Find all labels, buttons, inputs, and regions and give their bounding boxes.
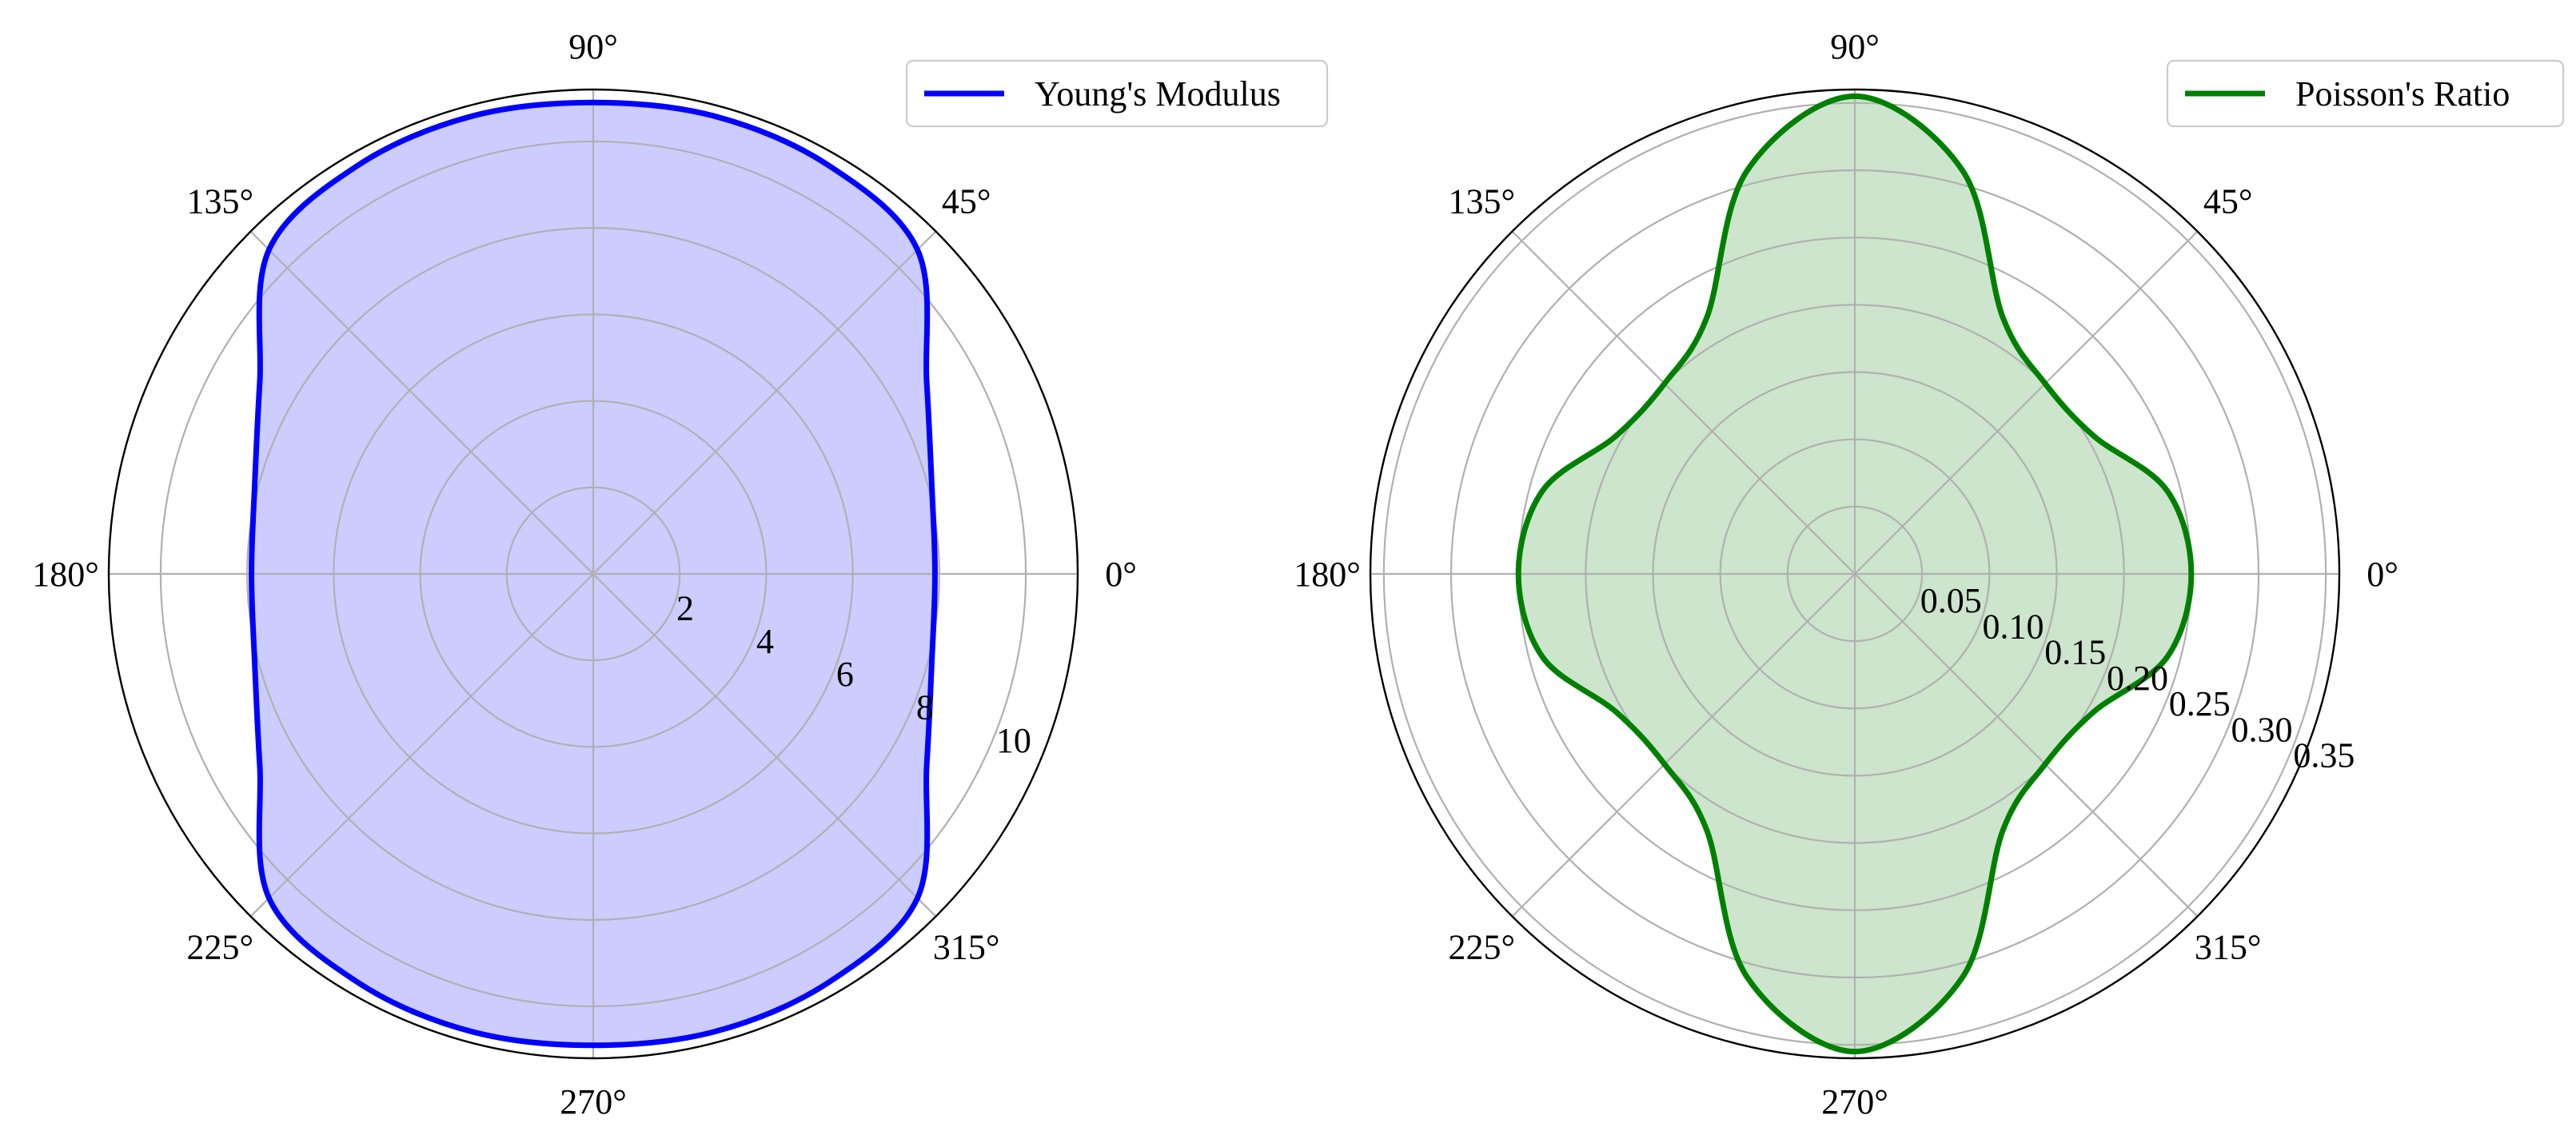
radial-tick-label-6: 0.35: [2293, 735, 2355, 775]
angle-label-225: 225°: [1449, 928, 1516, 967]
polar-chart-youngs-modulus: 0° 45° 90° 135° 180° 225° 270° 315° 2 4 6 8 10 Young'…: [32, 27, 1329, 1121]
legend: Poisson's Ratio: [2166, 59, 2565, 128]
angle-label-225: 225°: [187, 928, 254, 967]
radial-tick-label-0: 2: [676, 588, 694, 627]
polar-spine: [1369, 88, 2341, 1060]
legend: Young's Modulus: [905, 59, 1329, 128]
angle-label-45: 45°: [942, 181, 991, 221]
angular-gridline-135: [1511, 230, 1856, 575]
angular-gridline-135: [249, 230, 594, 575]
radial-tick-label-4: 0.25: [2169, 684, 2231, 723]
radial-tick-label-5: 0.30: [2231, 710, 2293, 749]
radial-tick-label-3: 0.20: [2107, 659, 2168, 698]
angle-label-90: 90°: [568, 27, 618, 66]
radial-tick-label-0: 0.05: [1920, 581, 1982, 620]
radial-tick-label-4: 10: [996, 721, 1031, 760]
angle-label-90: 90°: [1830, 27, 1880, 66]
angle-label-180: 180°: [1294, 555, 1361, 594]
angle-label-270: 270°: [560, 1082, 627, 1121]
radial-tick-label-1: 0.10: [1983, 607, 2044, 646]
angular-gridline-315: [1854, 573, 2199, 918]
angle-label-45: 45°: [2203, 181, 2253, 221]
radial-tick-label-3: 8: [916, 688, 934, 727]
legend-label-0: Poisson's Ratio: [2295, 74, 2510, 114]
radial-tick-label-1: 4: [756, 622, 774, 661]
angular-gridline-45: [592, 230, 937, 575]
angle-label-0: 0°: [2367, 555, 2399, 594]
angle-label-180: 180°: [32, 555, 99, 594]
angular-gridline-45: [1854, 230, 2199, 575]
legend-frame: [2166, 59, 2565, 128]
angle-label-270: 270°: [1821, 1082, 1888, 1121]
angular-gridline-315: [592, 573, 937, 918]
radial-tick-label-2: 6: [836, 655, 854, 694]
angular-gridline-225: [249, 573, 594, 918]
series-0-line: [249, 99, 938, 1049]
angular-gridline-225: [1511, 573, 1856, 918]
angle-label-315: 315°: [2195, 928, 2262, 967]
angle-label-135: 135°: [1449, 181, 1516, 221]
angle-label-0: 0°: [1105, 555, 1137, 594]
polar-chart-poissons-ratio: 0° 45° 90° 135° 180° 225° 270° 315° 0.050.100.15…: [1294, 27, 2565, 1121]
legend-frame: [905, 59, 1329, 128]
angle-label-135: 135°: [187, 181, 254, 221]
angle-label-315: 315°: [933, 928, 1000, 967]
radial-tick-label-2: 0.15: [2044, 633, 2106, 672]
polar-spine: [107, 88, 1079, 1060]
legend-label-0: Young's Modulus: [1035, 74, 1281, 114]
series-0-line: [1515, 93, 2195, 1055]
